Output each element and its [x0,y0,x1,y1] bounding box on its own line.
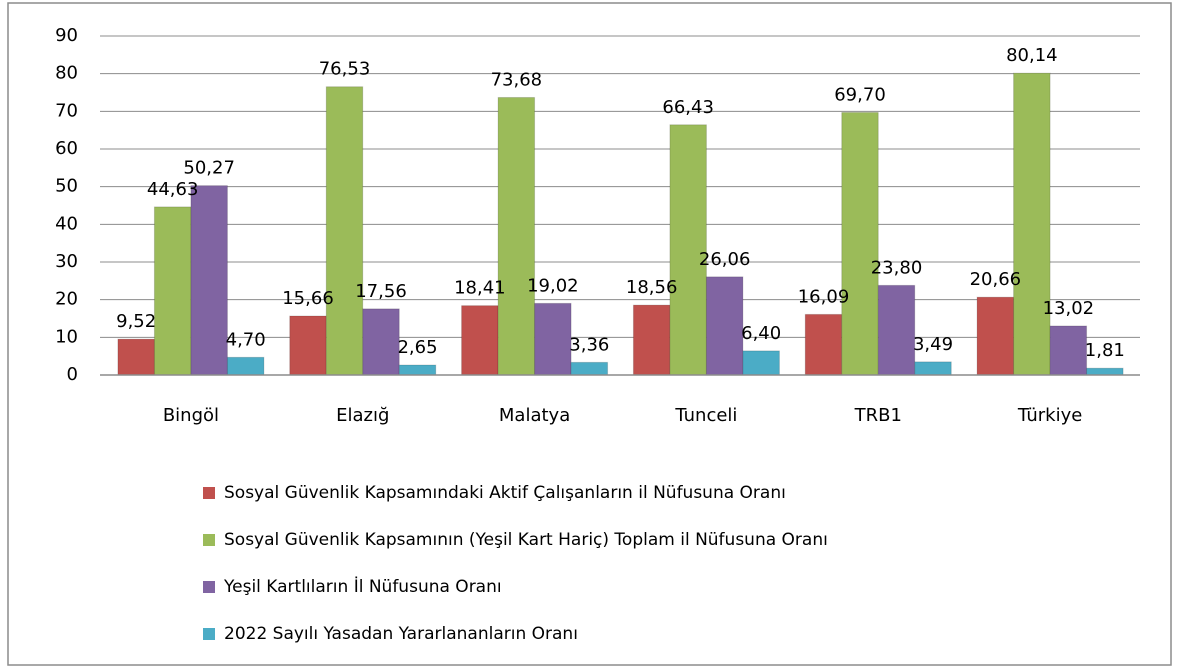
legend: Sosyal Güvenlik Kapsamındaki Aktif Çalış… [203,483,828,644]
y-tick-label: 20 [55,289,78,310]
x-tick-label: Elazığ [336,405,389,426]
bar [976,296,1015,376]
bar [153,206,192,376]
bar [497,96,536,376]
bar [570,361,609,376]
value-label: 3,49 [913,334,953,355]
value-label: 18,41 [454,278,506,299]
value-label: 76,53 [319,59,371,80]
legend-swatch [203,581,215,593]
bar [117,338,155,376]
bar [1086,367,1124,376]
bar [534,302,572,376]
value-label: 73,68 [491,69,543,90]
value-label: 1,81 [1085,340,1125,361]
value-label: 6,40 [741,323,781,344]
bar [1013,72,1051,376]
y-tick-label: 0 [67,364,78,385]
value-label: 26,06 [699,249,751,270]
value-label: 50,27 [183,158,235,179]
bar [914,361,952,376]
legend-label: Yeşil Kartlıların İl Nüfusuna Oranı [223,576,502,597]
value-label: 2,65 [397,337,437,358]
legend-label: 2022 Sayılı Yasadan Yararlananların Oran… [224,624,578,644]
y-tick-label: 10 [55,326,78,347]
legend-swatch [203,534,215,546]
legend-label: Sosyal Güvenlik Kapsamındaki Aktif Çalış… [224,483,786,503]
y-tick-label: 50 [55,176,78,197]
value-label: 17,56 [355,281,407,302]
legend-swatch [203,487,215,499]
bar [804,313,843,376]
bar [705,276,744,376]
y-tick-label: 90 [55,25,78,46]
x-tick-label: Malatya [499,405,570,426]
bar [226,356,265,376]
legend-swatch [203,628,215,640]
bar [362,308,400,376]
bar [190,185,228,376]
y-tick-label: 40 [55,213,78,234]
bar [398,364,437,376]
legend-label: Sosyal Güvenlik Kapsamının (Yeşil Kart H… [224,530,828,550]
value-label: 69,70 [834,84,886,105]
x-tick-label: TRB1 [854,405,902,426]
value-label: 80,14 [1006,45,1058,66]
chart-border [7,2,1172,666]
bar [877,284,916,376]
x-tick-label: Bingöl [163,405,219,426]
y-tick-label: 80 [55,63,78,84]
bar [742,350,780,376]
value-label: 3,36 [569,334,609,355]
value-label: 19,02 [527,275,579,296]
y-tick-label: 70 [55,100,78,121]
value-label: 44,63 [147,179,199,200]
value-label: 9,52 [116,311,156,332]
value-label: 4,70 [226,329,266,350]
y-tick-label: 60 [55,138,78,159]
value-label: 16,09 [798,286,850,307]
bar [1049,325,1088,376]
value-label: 15,66 [282,288,334,309]
value-label: 23,80 [871,257,923,278]
bar [289,315,327,376]
x-tick-label: Tunceli [674,405,737,426]
bar [632,304,671,376]
value-label: 13,02 [1043,298,1095,319]
value-label: 66,43 [662,97,714,118]
y-tick-label: 30 [55,251,78,272]
value-label: 18,56 [626,277,678,298]
bar [841,111,879,376]
bar [461,305,499,376]
bar [669,124,707,376]
value-label: 20,66 [970,269,1022,290]
x-tick-label: Türkiye [1017,405,1083,426]
bar [325,86,364,376]
